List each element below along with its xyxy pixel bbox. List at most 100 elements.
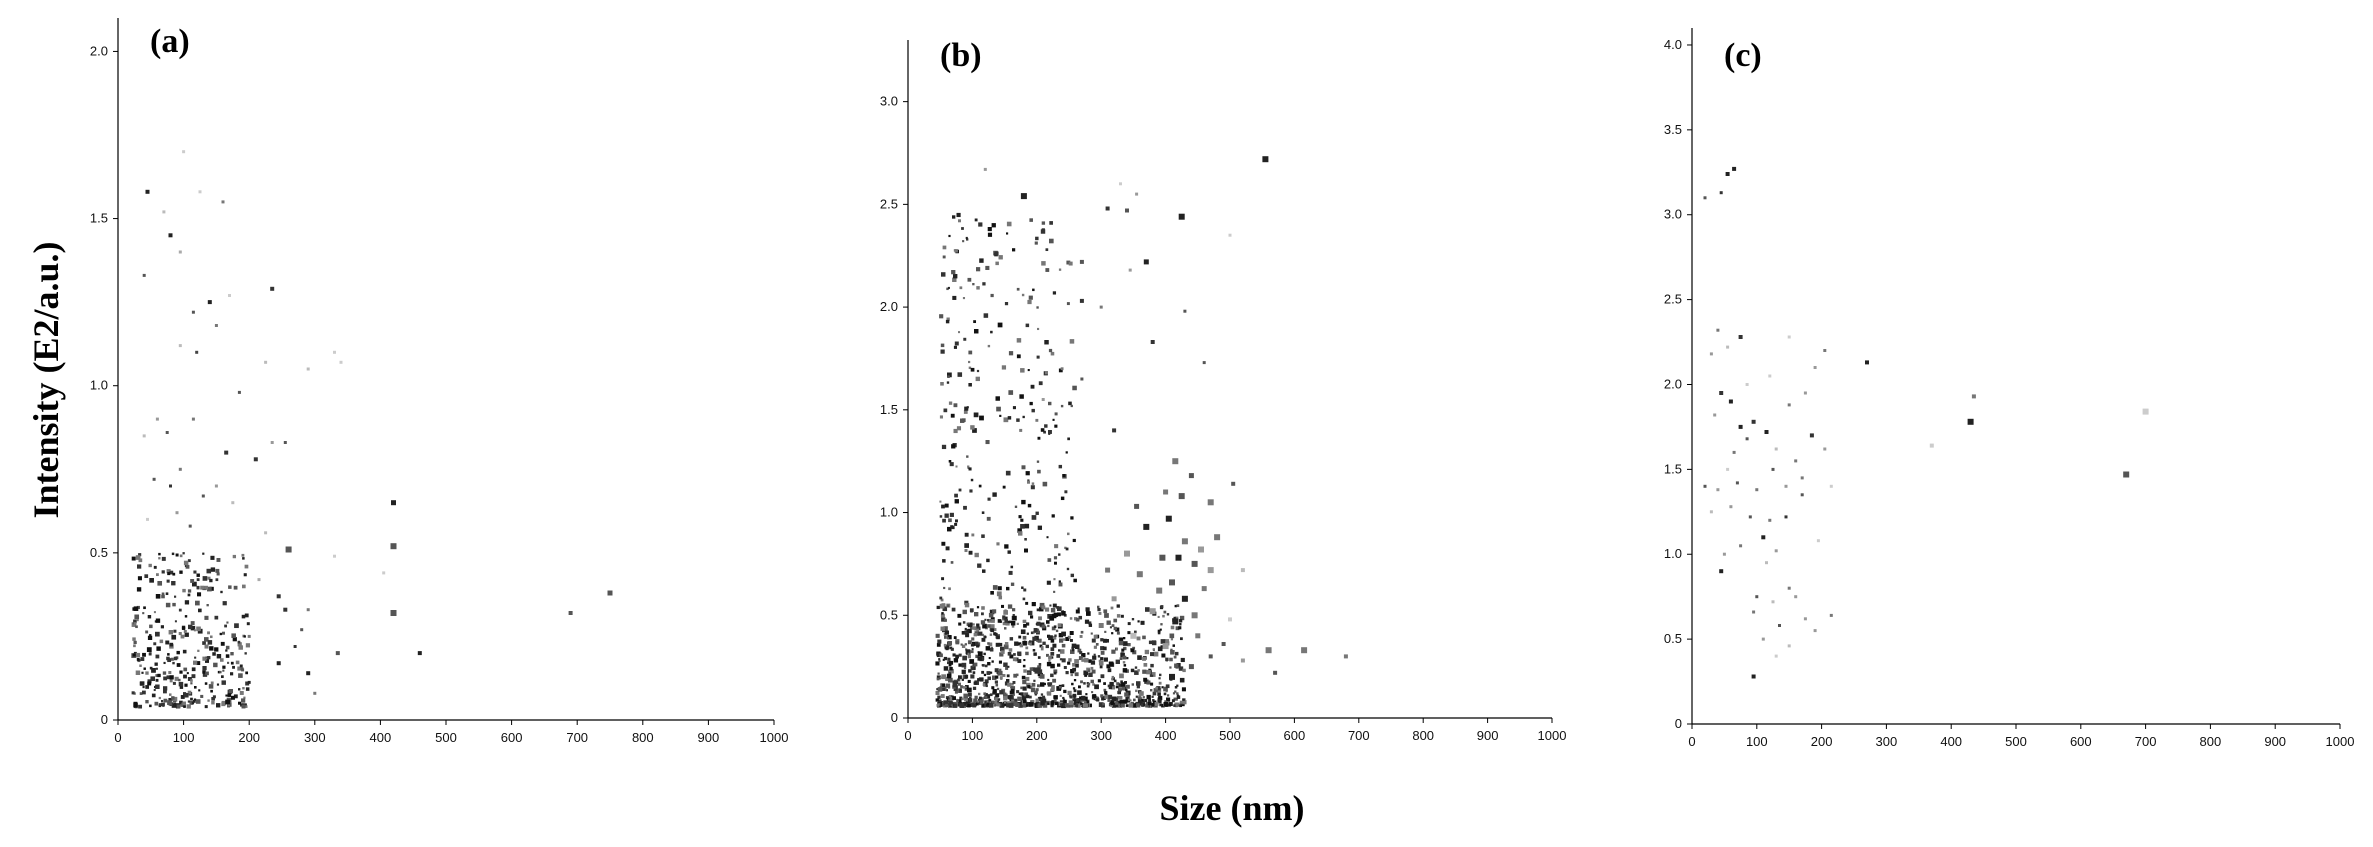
panel-b-point [1036,639,1039,642]
panel-b-point [1061,611,1066,616]
panel-b-point [1057,606,1062,612]
panel-b-point [1083,696,1088,701]
panel-c-point [1794,459,1798,463]
panel-a-point [166,675,171,680]
panel-b-point [938,658,941,661]
panel-c-point [1728,399,1733,404]
panel-b-point [1072,697,1076,701]
panel-a-point [182,552,185,555]
panel-a-point [180,634,185,639]
panel-b-point [1055,629,1059,633]
panel-b-point [1010,565,1014,569]
panel-b-point [1125,669,1129,673]
panel-b-point [1119,673,1124,679]
panel-b-point [951,607,956,612]
panel-b-point [1037,656,1041,659]
panel-b-point [1115,701,1119,705]
panel-b-point [985,684,988,688]
panel-b-point [1022,686,1027,691]
panel-b-point [1127,698,1131,702]
panel-b-point [939,500,942,503]
panel-b-point [1074,659,1079,664]
panel-a-point [136,658,140,661]
panel-c-point [1732,166,1737,171]
panel-b-point [1090,666,1094,670]
panel-b-point [1164,702,1169,707]
panel-a-point [209,586,214,591]
panel-b-point [1039,602,1045,608]
panel-a-point [178,608,182,612]
panel-b-point [1048,348,1053,353]
panel-b-point [951,444,956,449]
panel-a-point [216,558,221,562]
panel-a-point [169,484,172,488]
panel-c-point [1709,510,1713,514]
panel-b-point [936,704,940,707]
panel-b-point [1172,644,1175,647]
panel-a-point [333,554,336,558]
panel-b-point [1169,673,1175,680]
panel-b-point [976,606,980,609]
panel-a-point [306,608,310,612]
panel-b-point [988,698,992,702]
panel-a-point [191,667,196,672]
panel-b-point [1104,691,1108,695]
panel-a-point [183,630,187,634]
panel-b-point [1024,548,1028,553]
panel-b-point [1207,567,1214,574]
panel-b-point [1153,688,1158,693]
panel-b-point [948,669,951,673]
panel-b-point [1064,490,1068,494]
panel-b-point [1011,699,1015,703]
panel-b-point [1017,651,1022,656]
panel-b-point [1045,607,1050,612]
panel-b-point [953,687,958,692]
panel-c-point [1813,629,1817,633]
panel-b-point [1141,698,1144,702]
panel-b-point [1035,688,1039,692]
panel-c-point [1803,617,1807,621]
panel-b-point [1050,351,1055,356]
panel-b-point [1121,686,1126,691]
panel-b-point [1036,621,1041,626]
panel-b-point [946,287,949,291]
panel-b-point [942,245,947,250]
panel-b-point [1093,645,1097,649]
panel-a-point [207,300,212,305]
panel-c-point [1726,345,1730,349]
panel-c-point [1739,544,1743,548]
panel-b-point [1228,617,1232,622]
panel-b-point [967,624,971,628]
panel-b-point [1011,625,1015,628]
panel-b-point [1062,696,1065,700]
panel-c-point [1771,600,1775,604]
panel-b-point [1062,638,1066,641]
panel-b-point [1037,696,1043,702]
panel-b-point [949,660,954,665]
panel-b-point [986,671,991,675]
panel-a-point [232,554,237,559]
panel-a-point [193,660,198,665]
panel-a-point [150,676,156,682]
panel-b-point [1132,703,1137,708]
panel-b-point [1099,665,1103,669]
panel-b-point [977,678,980,681]
panel-a-point [193,698,197,701]
panel-b-point [1176,684,1179,687]
panel-b-point [1137,699,1141,703]
panel-b-point [947,657,951,661]
panel-b-point [1033,652,1037,656]
panel-b-point [1098,612,1102,615]
panel-a-point [154,662,158,666]
panel-a-point [197,628,203,634]
panel-b-point [964,643,967,646]
panel-b-point [1040,674,1045,679]
panel-b-point [939,596,943,600]
panel-b-point [1119,182,1122,186]
panel-a-point [238,645,243,650]
panel-b-point [1023,659,1026,662]
panel-b-point [1001,604,1005,608]
panel-b-point [1029,667,1034,671]
panel-b-point [1100,674,1105,679]
panel-a-y-tick-label: 2.0 [90,43,108,58]
